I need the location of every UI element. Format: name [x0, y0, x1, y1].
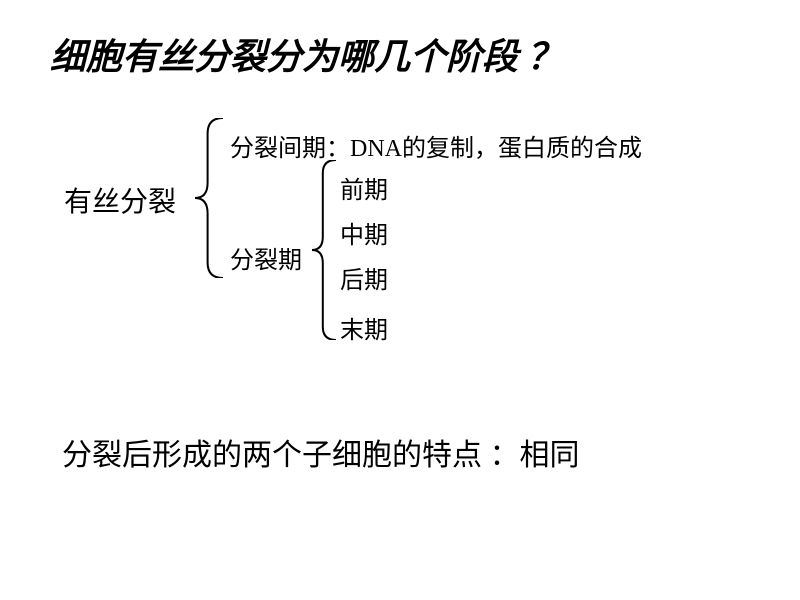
phase-metaphase: 中期 [340, 215, 388, 250]
interphase-text: 分裂间期：DNA的复制，蛋白质的合成 [230, 128, 642, 163]
slide-title: 细胞有丝分裂分为哪几个阶段 ？ [50, 28, 563, 80]
brace-sub [312, 160, 336, 340]
brace-main [195, 118, 223, 278]
phase-anaphase: 后期 [340, 260, 388, 295]
phase-prophase: 前期 [340, 170, 388, 205]
division-period-label: 分裂期 [230, 240, 302, 275]
root-label: 有丝分裂 [64, 180, 176, 220]
phase-telophase: 末期 [340, 310, 388, 345]
bottom-summary: 分裂后形成的两个子细胞的特点 ：相同 [62, 430, 580, 474]
